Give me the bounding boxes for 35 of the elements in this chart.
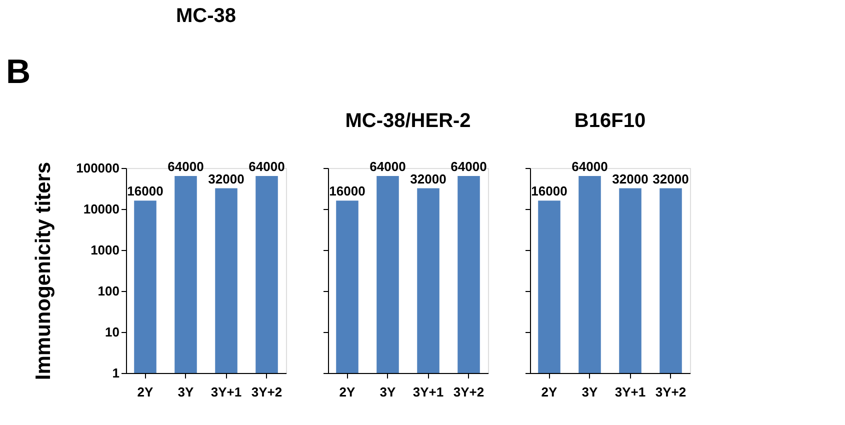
chart-title: MC-38 xyxy=(176,5,236,27)
data-label: 64000 xyxy=(248,158,285,174)
data-label: 64000 xyxy=(370,158,406,174)
x-tick-label: 3Y+1 xyxy=(210,384,242,400)
x-tick-label: 2Y xyxy=(541,384,558,400)
x-tick-label: 3Y+2 xyxy=(655,384,686,400)
y-tick-label: 1 xyxy=(112,366,120,380)
y-tick-label: 100000 xyxy=(76,160,120,176)
data-label: 64000 xyxy=(450,158,487,174)
data-label: 16000 xyxy=(127,184,164,199)
data-label: 32000 xyxy=(410,171,446,186)
x-tick-label: 3Y+1 xyxy=(614,384,646,400)
data-label: 64000 xyxy=(572,158,608,174)
y-tick-label: 1000 xyxy=(90,242,120,258)
data-label: 16000 xyxy=(531,184,568,199)
y-tick-label: 10 xyxy=(105,324,120,340)
data-label: 32000 xyxy=(208,171,244,186)
data-label: 32000 xyxy=(652,171,689,186)
x-tick-label: 3Y xyxy=(380,384,396,400)
x-tick-label: 3Y+2 xyxy=(453,384,484,400)
y-tick-label: 100 xyxy=(98,284,120,298)
x-tick-label: 2Y xyxy=(339,384,356,400)
text: B xyxy=(6,53,31,91)
x-tick-label: 3Y+2 xyxy=(251,384,282,400)
chart-title: MC-38/HER-2 xyxy=(345,110,471,132)
x-tick-label: 2Y xyxy=(137,384,154,400)
x-tick-label: 3Y xyxy=(178,384,194,400)
y-tick-label: 10000 xyxy=(83,202,120,216)
x-tick-label: 3Y+1 xyxy=(412,384,444,400)
y-axis-title: Immunogenicity titers xyxy=(32,162,56,380)
x-tick-label: 3Y xyxy=(582,384,598,400)
chart-title: B16F10 xyxy=(574,110,646,132)
data-label: 16000 xyxy=(329,184,366,199)
data-label: 32000 xyxy=(612,171,648,186)
data-label: 64000 xyxy=(168,158,204,174)
